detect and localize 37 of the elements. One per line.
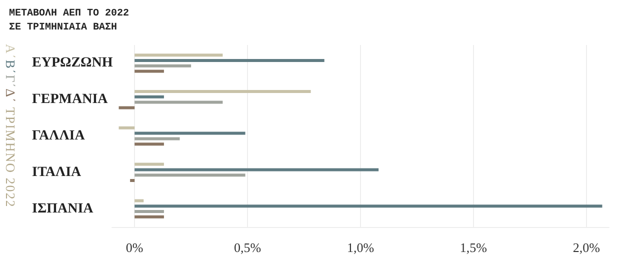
bar: [134, 204, 602, 208]
bar: [134, 199, 144, 202]
chart-title: ΜΕΤΑΒΟΛΗ ΑΕΠ ΤΟ 2022: [9, 8, 130, 20]
bar: [118, 106, 135, 110]
y-tick-label: ΓΕΡΜΑΝΙΑ: [32, 92, 109, 108]
y-tick-label: ΕΥΡΩΖΩΝΗ: [32, 56, 113, 71]
x-tick-label: 0%: [126, 240, 144, 255]
bar: [134, 174, 246, 177]
x-tick-label: 1,0%: [346, 240, 374, 255]
bar: [134, 142, 164, 146]
bar: [134, 100, 223, 104]
y-tick-label: ΙΣΠΑΝΙΑ: [32, 201, 94, 216]
bar: [134, 168, 379, 172]
bar: [134, 64, 192, 68]
y-tick-label: ΓΑΛΛΙΑ: [32, 128, 86, 144]
bar: [118, 126, 135, 130]
bar: [134, 95, 164, 98]
bar: [130, 179, 135, 182]
bar: [134, 132, 246, 135]
text: Γ΄: [3, 74, 18, 89]
text: Δ΄: [3, 88, 18, 104]
bar: [134, 215, 164, 218]
bar: [134, 162, 164, 166]
y-tick-label: ΙΤΑΛΙΑ: [32, 164, 82, 180]
bar: [134, 70, 164, 73]
x-tick-label: 2,0%: [572, 240, 600, 255]
bar: [134, 54, 223, 57]
x-tick-label: 1,5%: [460, 240, 488, 255]
chart-subtitle: ΣΕ ΤΡΙΜΗΝΙΑΙΑ ΒΑΣΗ: [9, 22, 118, 34]
legend-title: ΤΡΙΜΗΝΟ 2022: [3, 106, 18, 208]
text: Α΄: [3, 44, 18, 60]
text: Β΄: [3, 60, 18, 75]
bar: [134, 210, 164, 213]
x-tick-label: 0,5%: [234, 240, 262, 255]
bar: [134, 59, 324, 62]
bar: [134, 90, 311, 93]
bar: [134, 137, 180, 140]
